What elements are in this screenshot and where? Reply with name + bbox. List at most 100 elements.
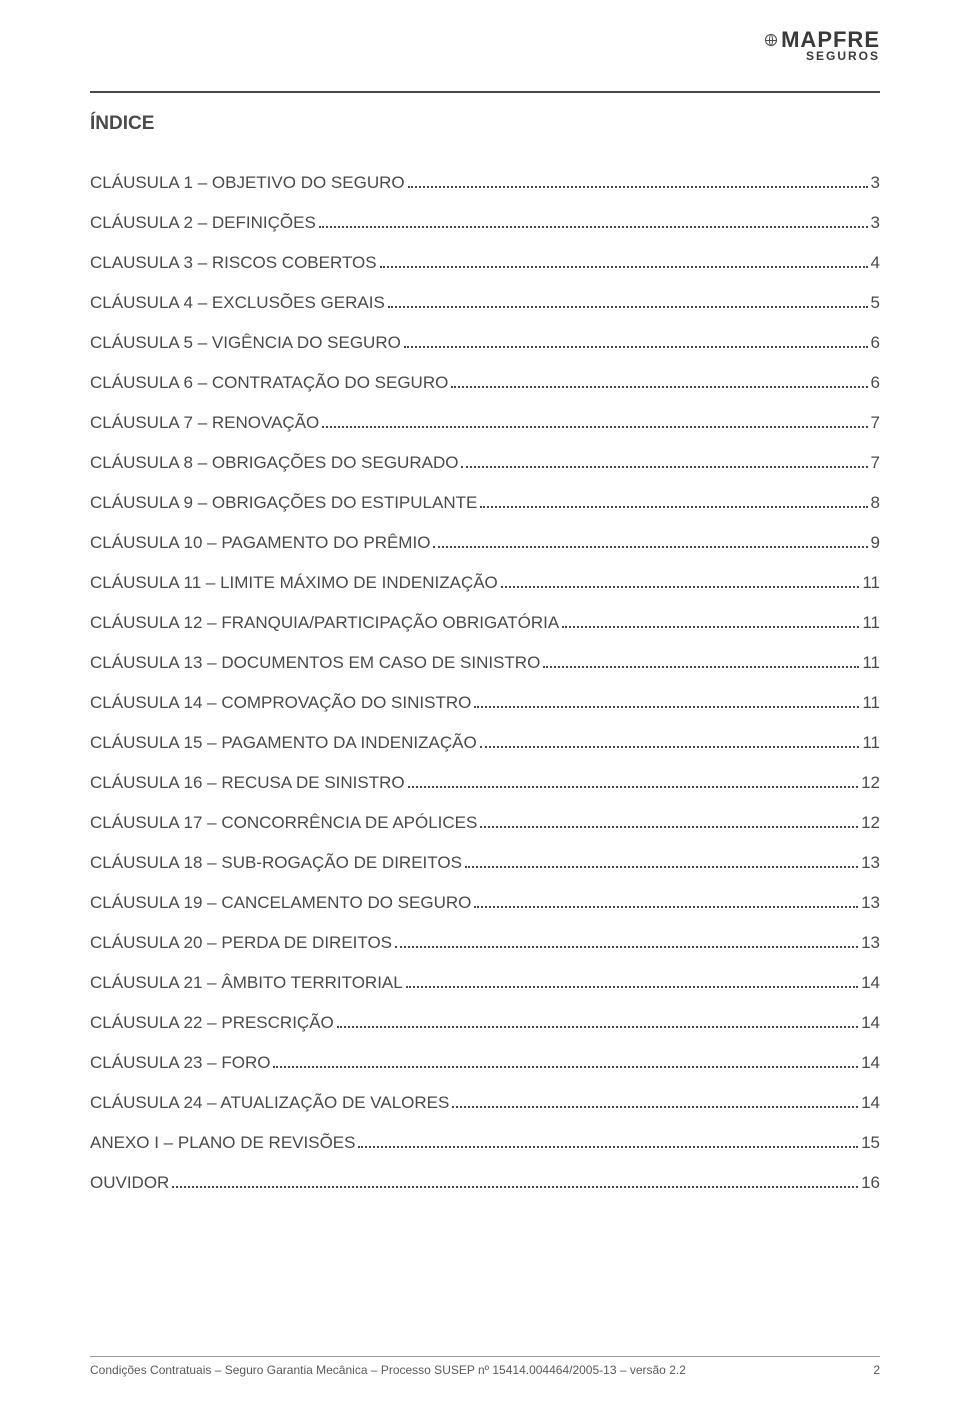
toc-row[interactable]: CLÁUSULA 17 – CONCORRÊNCIA DE APÓLICES 12 [90,813,880,833]
toc-leader-dots [406,986,858,988]
toc-label: CLÁUSULA 11 – LIMITE MÁXIMO DE INDENIZAÇ… [90,573,498,593]
toc-page-number: 14 [861,973,880,993]
toc-page-number: 15 [861,1133,880,1153]
toc-label: CLÁUSULA 2 – DEFINIÇÕES [90,213,316,233]
toc-row[interactable]: CLÁUSULA 23 – FORO 14 [90,1053,880,1073]
page-footer: Condições Contratuais – Seguro Garantia … [90,1356,880,1377]
toc-leader-dots [452,1106,858,1108]
toc-leader-dots [273,1066,858,1068]
toc-leader-dots [474,706,859,708]
toc-label: CLÁUSULA 16 – RECUSA DE SINISTRO [90,773,405,793]
toc-page-number: 11 [862,653,880,673]
toc-page-number: 14 [861,1053,880,1073]
toc-row[interactable]: CLÁUSULA 2 – DEFINIÇÕES 3 [90,213,880,233]
toc-page-number: 6 [871,373,880,393]
toc-leader-dots [543,666,859,668]
toc-row[interactable]: CLÁUSULA 15 – PAGAMENTO DA INDENIZAÇÃO11 [90,733,880,753]
toc-label: OUVIDOR [90,1173,169,1193]
toc-label: ANEXO I – PLANO DE REVISÕES [90,1133,355,1153]
toc-label: CLÁUSULA 6 – CONTRATAÇÃO DO SEGURO [90,373,448,393]
toc-row[interactable]: CLÁUSULA 8 – OBRIGAÇÕES DO SEGURADO7 [90,453,880,473]
toc-row[interactable]: CLÁUSULA 12 – FRANQUIA/PARTICIPAÇÃO OBRI… [90,613,880,633]
brand-logo: MAPFRE SEGUROS [765,30,880,63]
footer-text: Condições Contratuais – Seguro Garantia … [90,1363,686,1377]
globe-icon [765,34,777,46]
toc-row[interactable]: CLÁUSULA 16 – RECUSA DE SINISTRO 12 [90,773,880,793]
toc-leader-dots [388,306,868,308]
toc-label: CLÁUSULA 12 – FRANQUIA/PARTICIPAÇÃO OBRI… [90,613,559,633]
page: MAPFRE SEGUROS ÍNDICE CLÁUSULA 1 – OBJET… [0,0,960,1423]
toc-leader-dots [408,186,868,188]
toc-page-number: 11 [862,573,880,593]
toc-leader-dots [358,1146,858,1148]
page-title: ÍNDICE [90,113,880,135]
toc-leader-dots [480,746,860,748]
toc-label: CLÁUSULA 17 – CONCORRÊNCIA DE APÓLICES [90,813,477,833]
toc-page-number: 4 [871,253,880,273]
toc-row[interactable]: CLÁUSULA 4 – EXCLUSÕES GERAIS 5 [90,293,880,313]
toc-row[interactable]: CLÁUSULA 7 – RENOVAÇÃO7 [90,413,880,433]
toc-leader-dots [380,266,868,268]
table-of-contents: CLÁUSULA 1 – OBJETIVO DO SEGURO3 CLÁUSULA… [90,173,880,1193]
toc-row[interactable]: CLAUSULA 3 – RISCOS COBERTOS4 [90,253,880,273]
toc-leader-dots [433,546,867,548]
toc-leader-dots [404,346,868,348]
toc-label: CLÁUSULA 5 – VIGÊNCIA DO SEGURO [90,333,401,353]
toc-label: CLÁUSULA 24 – ATUALIZAÇÃO DE VALORES [90,1093,449,1113]
toc-page-number: 12 [861,773,880,793]
toc-page-number: 3 [871,213,880,233]
toc-leader-dots [395,946,858,948]
toc-page-number: 5 [871,293,880,313]
toc-label: CLÁUSULA 10 – PAGAMENTO DO PRÊMIO [90,533,430,553]
toc-leader-dots [172,1186,858,1188]
toc-row[interactable]: CLÁUSULA 18 – SUB-ROGAÇÃO DE DIREITOS 13 [90,853,880,873]
toc-leader-dots [319,226,868,228]
toc-label: CLÁUSULA 23 – FORO [90,1053,270,1073]
toc-row[interactable]: OUVIDOR16 [90,1173,880,1193]
toc-page-number: 13 [861,893,880,913]
toc-page-number: 11 [862,613,880,633]
toc-label: CLÁUSULA 19 – CANCELAMENTO DO SEGURO [90,893,471,913]
page-header: MAPFRE SEGUROS [90,30,880,85]
toc-label: CLÁUSULA 15 – PAGAMENTO DA INDENIZAÇÃO [90,733,477,753]
toc-label: CLÁUSULA 7 – RENOVAÇÃO [90,413,319,433]
toc-page-number: 6 [871,333,880,353]
brand-logo-top: MAPFRE [765,30,880,50]
toc-leader-dots [322,426,867,428]
toc-row[interactable]: CLÁUSULA 13 – DOCUMENTOS EM CASO DE SINI… [90,653,880,673]
toc-label: CLÁUSULA 18 – SUB-ROGAÇÃO DE DIREITOS [90,853,462,873]
toc-page-number: 11 [862,693,880,713]
toc-row[interactable]: CLÁUSULA 10 – PAGAMENTO DO PRÊMIO 9 [90,533,880,553]
toc-label: CLÁUSULA 14 – COMPROVAÇÃO DO SINISTRO [90,693,471,713]
toc-page-number: 7 [871,453,880,473]
toc-row[interactable]: ANEXO I – PLANO DE REVISÕES 15 [90,1133,880,1153]
toc-row[interactable]: CLÁUSULA 20 – PERDA DE DIREITOS13 [90,933,880,953]
toc-label: CLÁUSULA 4 – EXCLUSÕES GERAIS [90,293,385,313]
toc-row[interactable]: CLÁUSULA 19 – CANCELAMENTO DO SEGURO 13 [90,893,880,913]
toc-leader-dots [480,506,867,508]
toc-row[interactable]: CLÁUSULA 14 – COMPROVAÇÃO DO SINISTRO 11 [90,693,880,713]
toc-label: CLÁUSULA 22 – PRESCRIÇÃO [90,1013,334,1033]
toc-row[interactable]: CLÁUSULA 22 – PRESCRIÇÃO 14 [90,1013,880,1033]
toc-label: CLÁUSULA 9 – OBRIGAÇÕES DO ESTIPULANTE [90,493,477,513]
toc-page-number: 8 [871,493,880,513]
toc-leader-dots [408,786,858,788]
header-rule [90,91,880,93]
toc-row[interactable]: CLÁUSULA 21 – ÂMBITO TERRITORIAL14 [90,973,880,993]
toc-page-number: 14 [861,1013,880,1033]
footer-page-number: 2 [873,1363,880,1377]
toc-leader-dots [474,906,858,908]
toc-row[interactable]: CLÁUSULA 1 – OBJETIVO DO SEGURO3 [90,173,880,193]
toc-page-number: 3 [871,173,880,193]
toc-row[interactable]: CLÁUSULA 11 – LIMITE MÁXIMO DE INDENIZAÇ… [90,573,880,593]
toc-leader-dots [451,386,867,388]
toc-row[interactable]: CLÁUSULA 9 – OBRIGAÇÕES DO ESTIPULANTE 8 [90,493,880,513]
toc-row[interactable]: CLÁUSULA 5 – VIGÊNCIA DO SEGURO 6 [90,333,880,353]
toc-row[interactable]: CLÁUSULA 24 – ATUALIZAÇÃO DE VALORES14 [90,1093,880,1113]
toc-label: CLÁUSULA 20 – PERDA DE DIREITOS [90,933,392,953]
toc-page-number: 13 [861,853,880,873]
toc-row[interactable]: CLÁUSULA 6 – CONTRATAÇÃO DO SEGURO 6 [90,373,880,393]
toc-page-number: 9 [871,533,880,553]
toc-page-number: 12 [861,813,880,833]
toc-leader-dots [465,866,858,868]
